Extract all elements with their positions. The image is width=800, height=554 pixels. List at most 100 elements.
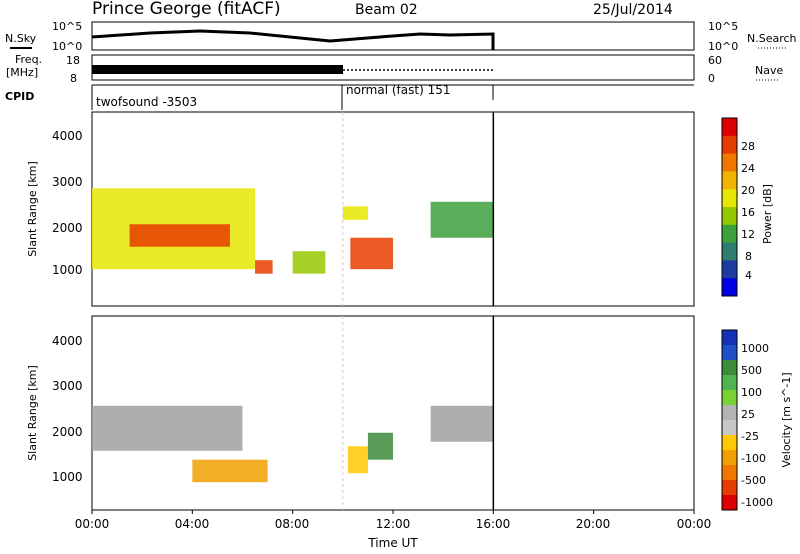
power-colorbar-swatch-6: [722, 224, 737, 244]
cpid-label: CPID: [5, 90, 34, 103]
beam-title: Beam 02: [355, 2, 418, 18]
nave-tick-top: 60: [708, 54, 722, 67]
noise-left-tick-bottom: 10^0: [52, 40, 82, 53]
power-cb-tick-2: 20: [741, 184, 755, 197]
freq-tick-top: 18: [66, 54, 80, 67]
velocity-cb-tick-3: 25: [741, 408, 755, 421]
time-axis-label: Time UT: [367, 536, 418, 550]
velocity-region-3: [367, 432, 393, 460]
velocity-ytick-3000: 3000: [52, 379, 83, 393]
power-colorbar-swatch-7: [722, 242, 737, 261]
velocity-colorbar-swatch-7: [722, 435, 737, 451]
time-tick-0: 00:00: [75, 517, 110, 531]
power-ylabel: Slant Range [km]: [26, 161, 39, 257]
power-cb-tick-5: 8: [745, 250, 752, 263]
station-title: Prince George (fitACF): [92, 0, 281, 19]
power-colorbar-swatch-4: [722, 189, 737, 208]
velocity-ylabel: Slant Range [km]: [26, 365, 39, 461]
velocity-colorbar-swatch-4: [722, 390, 737, 406]
power-cb-tick-1: 24: [741, 162, 755, 175]
power-colorbar-swatch-3: [722, 171, 737, 190]
velocity-cb-tick-0: 1000: [741, 342, 769, 355]
power-colorbar-swatch-0: [722, 118, 737, 137]
velocity-colorbar-swatch-10: [722, 480, 737, 496]
velocity-colorbar-swatch-6: [722, 420, 737, 436]
n-sky-label: N.Sky: [5, 32, 37, 45]
velocity-colorbar-frame: [721, 329, 738, 511]
time-tick-1: 04:00: [175, 517, 210, 531]
velocity-colorbar-swatch-9: [722, 465, 737, 481]
freq-label-1: Freq.: [15, 53, 42, 66]
velocity-cb-tick-7: -1000: [741, 496, 773, 509]
power-colorbar-swatch-5: [722, 207, 737, 226]
velocity-region-1: [192, 459, 268, 483]
velocity-colorbar-swatch-11: [722, 495, 737, 511]
freq-label-2: [MHz]: [6, 66, 38, 79]
cpid-segment-2: normal (fast) 151: [346, 83, 450, 97]
velocity-data-layer: [92, 316, 495, 510]
velocity-colorbar-swatch-8: [722, 450, 737, 466]
power-ytick-2000: 2000: [52, 221, 83, 235]
noise-right-tick-bottom: 10^0: [708, 40, 738, 53]
power-panel: Slant Range [km] 4000 3000 2000 1000 28 …: [26, 111, 774, 307]
velocity-colorbar-swatch-2: [722, 360, 737, 376]
power-cb-tick-6: 4: [745, 269, 752, 282]
velocity-region-0: [92, 405, 243, 451]
noise-left-tick-top: 10^5: [52, 20, 82, 33]
time-tick-2: 08:00: [275, 517, 310, 531]
power-region-4: [350, 237, 393, 270]
power-colorbar-swatch-1: [722, 135, 737, 155]
n-sky-trace: [91, 29, 495, 50]
date-title: 25/Jul/2014: [593, 2, 673, 18]
power-cb-tick-3: 16: [741, 206, 755, 219]
n-search-label: N.Search: [747, 32, 797, 45]
power-ytick-3000: 3000: [52, 175, 83, 189]
power-colorbar-swatch-8: [722, 260, 737, 279]
freq-trace-dense: [92, 65, 343, 74]
velocity-region-4: [430, 405, 494, 442]
freq-tick-bottom: 8: [70, 72, 77, 85]
velocity-colorbar-swatch-0: [722, 330, 737, 346]
velocity-colorbar-label: Velocity [m s^-1]: [780, 372, 793, 467]
power-region-2: [255, 260, 273, 274]
power-cb-tick-0: 28: [741, 140, 755, 153]
power-region-6: [430, 201, 494, 238]
freq-panel: Freq. [MHz] 18 8 60 0 Nave: [6, 53, 783, 85]
power-data-layer: [92, 112, 495, 306]
velocity-ytick-2000: 2000: [52, 425, 83, 439]
velocity-colorbar: [721, 329, 738, 511]
velocity-ytick-4000: 4000: [52, 334, 83, 348]
time-tick-4: 16:00: [476, 517, 511, 531]
time-tick-6: 00:00: [677, 517, 712, 531]
velocity-ytick-1000: 1000: [52, 470, 83, 484]
time-tick-5: 20:00: [576, 517, 611, 531]
power-region-1: [129, 224, 230, 247]
power-colorbar: [721, 117, 738, 297]
cpid-row: CPID twofsound -3503 normal (fast) 151: [5, 83, 694, 110]
velocity-colorbar-swatch-1: [722, 345, 737, 361]
velocity-colorbar-swatch-3: [722, 375, 737, 391]
nave-tick-bottom: 0: [708, 72, 715, 85]
power-colorbar-frame: [721, 117, 738, 297]
power-ytick-1000: 1000: [52, 263, 83, 277]
noise-panel: N.Sky 10^5 10^0 10^5 10^0 N.Search: [5, 20, 797, 53]
power-ytick-4000: 4000: [52, 129, 83, 143]
velocity-cb-tick-2: 100: [741, 386, 762, 399]
velocity-panel: Slant Range [km] 4000 3000 2000 1000 100…: [26, 315, 793, 511]
velocity-cb-tick-4: -25: [741, 430, 759, 443]
power-region-5: [342, 206, 368, 220]
nave-label: Nave: [755, 64, 783, 77]
power-cb-tick-4: 12: [741, 228, 755, 241]
power-colorbar-label: Power [dB]: [761, 184, 774, 244]
velocity-cb-tick-1: 500: [741, 364, 762, 377]
power-region-3: [292, 251, 326, 274]
velocity-cb-tick-6: -500: [741, 474, 766, 487]
time-axis: 00:00 04:00 08:00 12:00 16:00 20:00 00:0…: [75, 510, 712, 550]
power-colorbar-swatch-2: [722, 153, 737, 172]
velocity-region-2: [347, 446, 368, 474]
cpid-segment-1: twofsound -3503: [96, 95, 197, 109]
time-tick-3: 12:00: [376, 517, 411, 531]
power-colorbar-swatch-9: [722, 278, 737, 297]
velocity-colorbar-swatch-5: [722, 405, 737, 421]
